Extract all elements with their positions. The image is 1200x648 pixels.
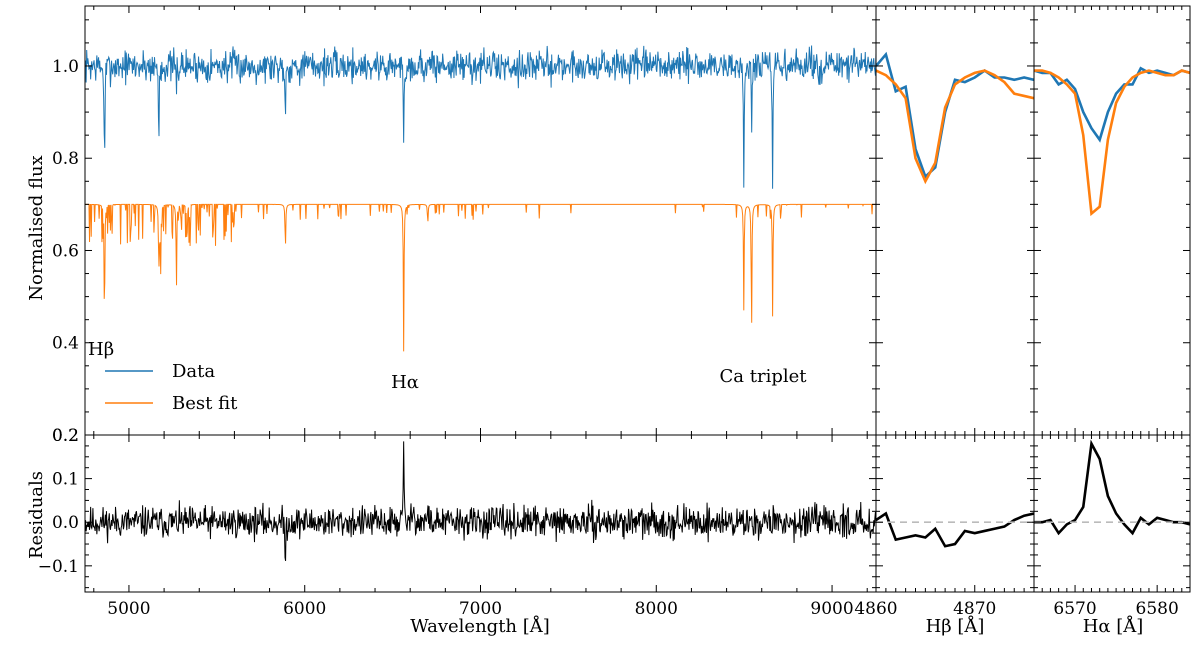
main-residuals-ytick-label: 0.1 [52, 470, 79, 490]
hbeta-residuals-series-residuals [876, 511, 1034, 548]
hbeta-residuals-xtick-label: 4860 [854, 599, 897, 619]
y-label-residuals: Residuals [26, 471, 47, 559]
halpha-residuals-series-residuals [1034, 439, 1190, 536]
hbeta-residuals-frame [875, 434, 1035, 593]
halpha-zoom-series-data [1034, 66, 1190, 143]
halpha-zoom-panel [1033, 5, 1191, 436]
hbeta-residuals-plot-area [876, 511, 1034, 548]
main-spectrum-ytick-label: 1.0 [52, 57, 79, 77]
annotation-hbeta: Hβ [88, 339, 114, 360]
main-spectrum-ytick-label: 0.4 [52, 334, 79, 354]
main-spectrum-ytick-label: 0.2 [52, 426, 79, 446]
hbeta-zoom-plot-area [876, 51, 1034, 185]
main-residuals-ytick-label: 0.0 [52, 513, 79, 533]
hbeta-residuals-panel: 4860 4870 [854, 434, 1035, 619]
main-residuals-xtick-label: 8000 [635, 599, 678, 619]
annotation-halpha: Hα [391, 372, 419, 393]
hbeta-zoom-series-data [876, 51, 1034, 179]
hbeta-zoom-frame [875, 5, 1035, 436]
main-residuals-series-residuals [85, 441, 876, 561]
halpha-residuals-frame [1033, 434, 1191, 593]
main-residuals-xtick-label: 9000 [810, 599, 853, 619]
main-residuals-xtick-label: 6000 [283, 599, 326, 619]
halpha-residuals-plot-area [1034, 439, 1190, 536]
x-label-hbeta: Hβ [Å] [926, 615, 985, 637]
main-spectrum-ytick-label: 0.8 [52, 149, 79, 169]
legend-bestfit-label: Best fit [172, 393, 238, 414]
y-label-flux: Normalised flux [26, 155, 47, 300]
halpha-residuals-panel: 6570 6580 [1033, 434, 1191, 619]
hbeta-residuals-xtick-label: 4870 [953, 599, 996, 619]
halpha-residuals-xtick-label: 6570 [1053, 599, 1096, 619]
main-spectrum-series-best-fit [85, 203, 876, 352]
main-spectrum-plot-area [85, 45, 876, 352]
main-spectrum-ytick-label: 0.6 [52, 241, 79, 261]
halpha-zoom-frame [1033, 5, 1191, 436]
halpha-zoom-series-best-fit [1034, 69, 1190, 217]
main-residuals-panel: −0.1 0.0 0.1 0.2 5000 6000 7000 8000 9000 [38, 426, 877, 619]
main-residuals-ytick-label: 0.2 [52, 426, 79, 446]
main-spectrum-series-data [85, 45, 876, 189]
main-residuals-ytick-label: −0.1 [38, 557, 79, 577]
main-residuals-xtick-label: 7000 [459, 599, 502, 619]
x-label-wavelength: Wavelength [Å] [410, 615, 550, 637]
x-label-halpha: Hα [Å] [1083, 615, 1144, 637]
halpha-zoom-plot-area [1034, 66, 1190, 217]
main-residuals-xtick-label: 5000 [107, 599, 150, 619]
legend-data-label: Data [172, 361, 215, 382]
main-residuals-plot-area [85, 441, 876, 561]
annotation-ca-triplet: Ca triplet [720, 366, 808, 387]
legend: Data Best fit [105, 361, 238, 414]
hbeta-zoom-series-best-fit [876, 69, 1034, 185]
hbeta-zoom-panel [875, 5, 1035, 436]
halpha-residuals-xtick-label: 6580 [1136, 599, 1179, 619]
